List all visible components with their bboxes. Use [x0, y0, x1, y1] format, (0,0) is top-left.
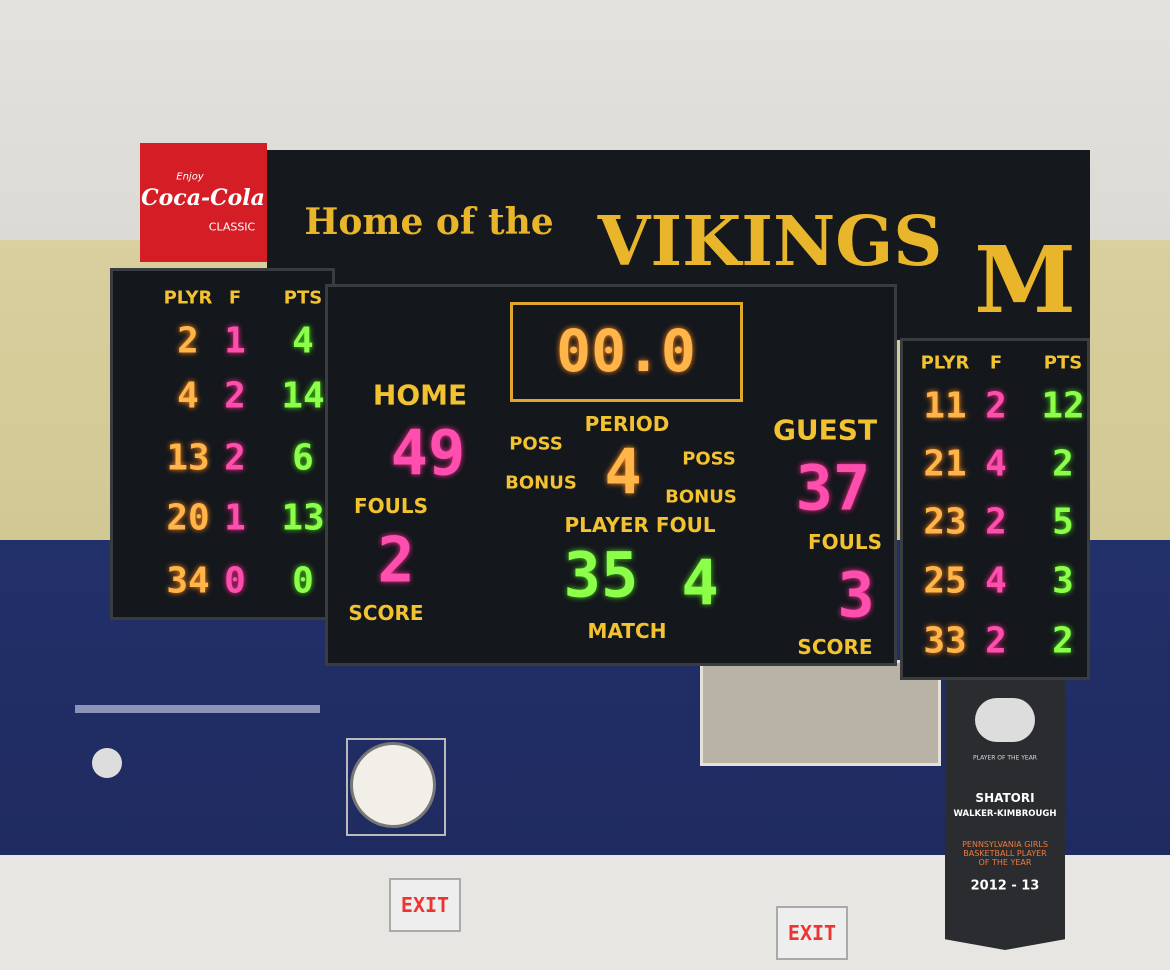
wall-clock: [350, 742, 436, 828]
sponsor-brand: Coca-Cola: [141, 185, 265, 211]
player-fouls: 2: [224, 437, 246, 479]
player-points: 3: [1052, 560, 1074, 602]
player-points: 5: [1052, 501, 1074, 543]
player-number: 33: [923, 620, 967, 662]
player-points: 6: [292, 437, 314, 479]
player-fouls: 1: [224, 497, 246, 539]
column-header: PLYR: [920, 352, 970, 374]
home-score: 49: [390, 416, 466, 490]
pennant-last-name: WALKER-KIMBROUGH: [953, 809, 1057, 819]
player-fouls: 4: [985, 560, 1007, 602]
period-label: PERIOD: [584, 412, 670, 436]
player-fouls: 2: [985, 385, 1007, 427]
player-number: 11: [923, 385, 967, 427]
player-number: 34: [166, 560, 210, 602]
exit-sign: EXIT: [776, 906, 848, 960]
player-number: 21: [923, 443, 967, 485]
header-lead: Home of the: [304, 201, 554, 243]
player-points: 2: [1052, 443, 1074, 485]
home-stats-panel: PLYR F PTS 2 1 4 4 2 14 13 2 6 20 1 13 34 0 0: [110, 268, 335, 620]
camera: [92, 748, 122, 778]
pennant-award: PLAYER OF THE YEAR: [973, 754, 1037, 762]
trim: [75, 705, 320, 713]
player-points: 0: [292, 560, 314, 602]
player-number: 35: [563, 538, 639, 612]
team-logo: M: [974, 226, 1076, 334]
match-label: MATCH: [587, 619, 667, 643]
bonus-label: BONUS: [505, 472, 577, 494]
header-team: VIKINGS: [597, 202, 943, 282]
guest-fouls: 3: [837, 558, 875, 632]
player-fouls: 2: [224, 375, 246, 417]
player-number: 23: [923, 501, 967, 543]
pennant: PLAYER OF THE YEAR SHATORI WALKER-KIMBRO…: [945, 680, 1065, 950]
period: 4: [604, 435, 642, 509]
player-number: 4: [177, 375, 199, 417]
column-header: PTS: [1043, 352, 1083, 374]
guest-label: GUEST: [772, 413, 878, 447]
player-fouls: 2: [985, 501, 1007, 543]
pennant-citation: PENNSYLVANIA GIRLS BASKETBALL PLAYER OF …: [962, 840, 1048, 867]
poss-label: POSS: [682, 448, 736, 470]
sponsor-panel: Enjoy Coca-Cola CLASSIC: [140, 143, 267, 262]
score-label: SCORE: [348, 601, 424, 625]
poss-label: POSS: [509, 433, 563, 455]
player-number: 20: [166, 497, 210, 539]
player-fouls: 1: [224, 320, 246, 362]
player-foul-label: PLAYER FOUL: [564, 513, 716, 537]
player-fouls: 4: [985, 443, 1007, 485]
player-foul-count: 4: [681, 546, 719, 620]
guest-stats-panel: PLYR F PTS 11 2 12 21 4 2 23 2 5 25 4 3 33 2 2: [900, 338, 1090, 680]
player-points: 13: [281, 497, 325, 539]
pennant-season: 2012 - 13: [970, 878, 1040, 894]
guest-score: 37: [795, 451, 871, 525]
clock-cage: [346, 738, 446, 836]
player-points: 4: [292, 320, 314, 362]
player-number: 25: [923, 560, 967, 602]
home-label: HOME: [372, 378, 468, 412]
home-fouls: 2: [377, 523, 415, 597]
column-header: F: [989, 352, 1003, 374]
column-header: PLYR: [163, 287, 213, 309]
player-points: 14: [281, 375, 325, 417]
player-number: 13: [166, 437, 210, 479]
player-fouls: 0: [224, 560, 246, 602]
bonus-label: BONUS: [665, 486, 737, 508]
game-clock: 00.0: [556, 317, 696, 385]
fouls-label: FOULS: [353, 494, 429, 518]
fouls-label: FOULS: [807, 530, 883, 554]
player-number: 2: [177, 320, 199, 362]
player-points: 2: [1052, 620, 1074, 662]
sponsor-edition: CLASSIC: [208, 220, 256, 234]
player-points: 12: [1041, 385, 1085, 427]
score-label: SCORE: [797, 635, 873, 659]
sponsor-tagline: Enjoy: [176, 171, 204, 183]
clock-frame: [510, 302, 743, 402]
exit-sign: EXIT: [389, 878, 461, 932]
main-panel: 00.0 HOME 49 PERIOD 4 POSS BONUS POSS BONUS GUEST…: [325, 284, 897, 666]
pennant-first-name: SHATORI: [975, 791, 1035, 805]
column-header: F: [228, 287, 242, 309]
player-fouls: 2: [985, 620, 1007, 662]
pennant-logo: [975, 698, 1035, 742]
column-header: PTS: [283, 287, 323, 309]
